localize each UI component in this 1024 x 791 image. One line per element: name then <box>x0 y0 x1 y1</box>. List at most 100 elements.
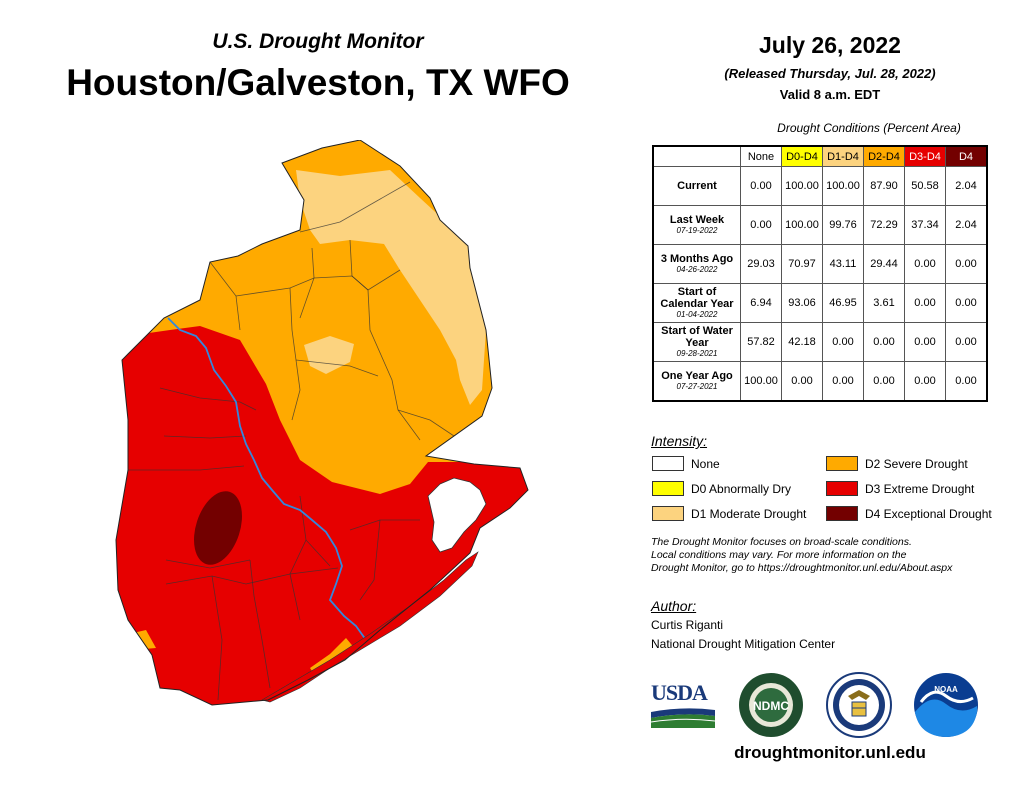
table-cell: 100.00 <box>781 166 823 206</box>
legend-title: Intensity: <box>651 433 708 449</box>
table-cell: 100.00 <box>822 166 864 206</box>
table-cell: 72.29 <box>863 205 905 245</box>
table-cell: 50.58 <box>904 166 946 206</box>
table-header-row: None D0-D4 D1-D4 D2-D4 D3-D4 D4 <box>653 145 988 167</box>
table-cell: 0.00 <box>904 283 946 323</box>
noaa-logo-text: NOAA <box>934 685 958 694</box>
table-cell: 0.00 <box>822 322 864 362</box>
table-cell: 0.00 <box>822 361 864 402</box>
galveston-island <box>261 551 479 703</box>
table-cell: 0.00 <box>904 322 946 362</box>
table-caption: Drought Conditions (Percent Area) <box>777 121 961 135</box>
map-zone-d1-north <box>296 170 486 405</box>
river <box>167 317 367 641</box>
author-name: Curtis Riganti <box>651 618 724 632</box>
table-cell: 6.94 <box>740 283 782 323</box>
legend-label-d1: D1 Moderate Drought <box>691 507 807 521</box>
table-cell: 0.00 <box>945 322 988 362</box>
table-cell: 46.95 <box>822 283 864 323</box>
legend-swatch-none <box>652 456 684 471</box>
col-header-d4: D4 <box>945 145 988 167</box>
author-heading: Author: <box>651 598 697 614</box>
col-header-none: None <box>740 145 782 167</box>
table-row: One Year Ago 07-27-2021 100.00 0.00 0.00 … <box>652 361 988 402</box>
ndmc-logo-text: NDMC <box>753 699 789 713</box>
table-cell: 0.00 <box>863 361 905 402</box>
table-row: Last Week 07-19-2022 0.00 100.00 99.76 72… <box>652 205 988 245</box>
usda-logo: USDA <box>650 680 716 728</box>
table-cell: 93.06 <box>781 283 823 323</box>
map-zone-d4 <box>194 491 242 565</box>
map-date: July 26, 2022 <box>759 32 901 58</box>
galveston-bay <box>427 477 487 553</box>
table-cell: 0.00 <box>945 244 988 284</box>
map-subtitle: U.S. Drought Monitor <box>212 30 424 53</box>
disclaimer-text: The Drought Monitor focuses on broad-sca… <box>651 536 1021 575</box>
drought-conditions-table: None D0-D4 D1-D4 D2-D4 D3-D4 D4 Current … <box>652 145 988 402</box>
table-cell: 70.97 <box>781 244 823 284</box>
legend-swatch-d0 <box>652 481 684 496</box>
legend-label-d4: D4 Exceptional Drought <box>865 507 992 521</box>
table-cell: 3.61 <box>863 283 905 323</box>
legend-swatch-d1 <box>652 506 684 521</box>
legend-swatch-d4 <box>826 506 858 521</box>
row-label: One Year Ago 07-27-2021 <box>652 361 741 402</box>
table-cell: 42.18 <box>781 322 823 362</box>
table-cell: 43.11 <box>822 244 864 284</box>
map-title: Houston/Galveston, TX WFO <box>66 62 570 103</box>
commerce-seal <box>826 672 892 738</box>
row-label: Start of Water Year 09-28-2021 <box>652 322 741 362</box>
table-cell: 0.00 <box>863 322 905 362</box>
legend-swatch-d3 <box>826 481 858 496</box>
col-header-d0-d4: D0-D4 <box>781 145 823 167</box>
disclaimer-line: Local conditions may vary. For more info… <box>651 549 907 561</box>
author-organization: National Drought Mitigation Center <box>651 637 836 651</box>
map-zone-d1-central <box>304 336 354 374</box>
table-row: 3 Months Ago 04-26-2022 29.03 70.97 43.11… <box>652 244 988 284</box>
table-cell: 29.44 <box>863 244 905 284</box>
disclaimer-line: Drought Monitor, go to https://droughtmo… <box>651 562 953 574</box>
ndmc-logo: NDMC <box>739 673 803 737</box>
table-cell: 100.00 <box>740 361 782 402</box>
drought-map <box>115 140 529 706</box>
table-row: Start of Water Year 09-28-2021 57.82 42.1… <box>652 322 988 362</box>
row-label: Current <box>652 166 741 206</box>
usda-logo-text: USDA <box>651 680 708 705</box>
legend-label-d0: D0 Abnormally Dry <box>691 482 792 496</box>
noaa-logo: NOAA <box>914 673 978 737</box>
table-cell: 87.90 <box>863 166 905 206</box>
disclaimer-line: The Drought Monitor focuses on broad-sca… <box>651 536 912 548</box>
region-outline <box>115 140 529 706</box>
table-cell: 0.00 <box>904 361 946 402</box>
row-label: Last Week 07-19-2022 <box>652 205 741 245</box>
table-cell: 0.00 <box>781 361 823 402</box>
table-cell: 99.76 <box>822 205 864 245</box>
table-cell: 37.34 <box>904 205 946 245</box>
release-date: (Released Thursday, Jul. 28, 2022) <box>724 66 936 81</box>
table-cell: 57.82 <box>740 322 782 362</box>
legend-label-none: None <box>691 457 720 471</box>
col-header-d2-d4: D2-D4 <box>863 145 905 167</box>
table-cell: 0.00 <box>904 244 946 284</box>
website-url[interactable]: droughtmonitor.unl.edu <box>734 743 926 762</box>
row-label: 3 Months Ago 04-26-2022 <box>652 244 741 284</box>
row-label: Start of Calendar Year 01-04-2022 <box>652 283 741 323</box>
table-cell: 2.04 <box>945 205 988 245</box>
table-row: Start of Calendar Year 01-04-2022 6.94 93… <box>652 283 988 323</box>
usda-logo-graphic <box>650 708 716 728</box>
valid-time: Valid 8 a.m. EDT <box>779 87 881 102</box>
table-cell: 0.00 <box>945 361 988 402</box>
legend-label-d2: D2 Severe Drought <box>865 457 968 471</box>
county-lines <box>126 181 461 701</box>
table-cell: 2.04 <box>945 166 988 206</box>
col-header-d3-d4: D3-D4 <box>904 145 946 167</box>
table-cell: 0.00 <box>945 283 988 323</box>
table-corner <box>653 146 741 167</box>
table-cell: 0.00 <box>740 166 782 206</box>
table-row: Current 0.00 100.00 100.00 87.90 50.58 2… <box>652 166 988 206</box>
table-cell: 29.03 <box>740 244 782 284</box>
legend-swatch-d2 <box>826 456 858 471</box>
table-cell: 100.00 <box>781 205 823 245</box>
table-cell: 0.00 <box>740 205 782 245</box>
col-header-d1-d4: D1-D4 <box>822 145 864 167</box>
